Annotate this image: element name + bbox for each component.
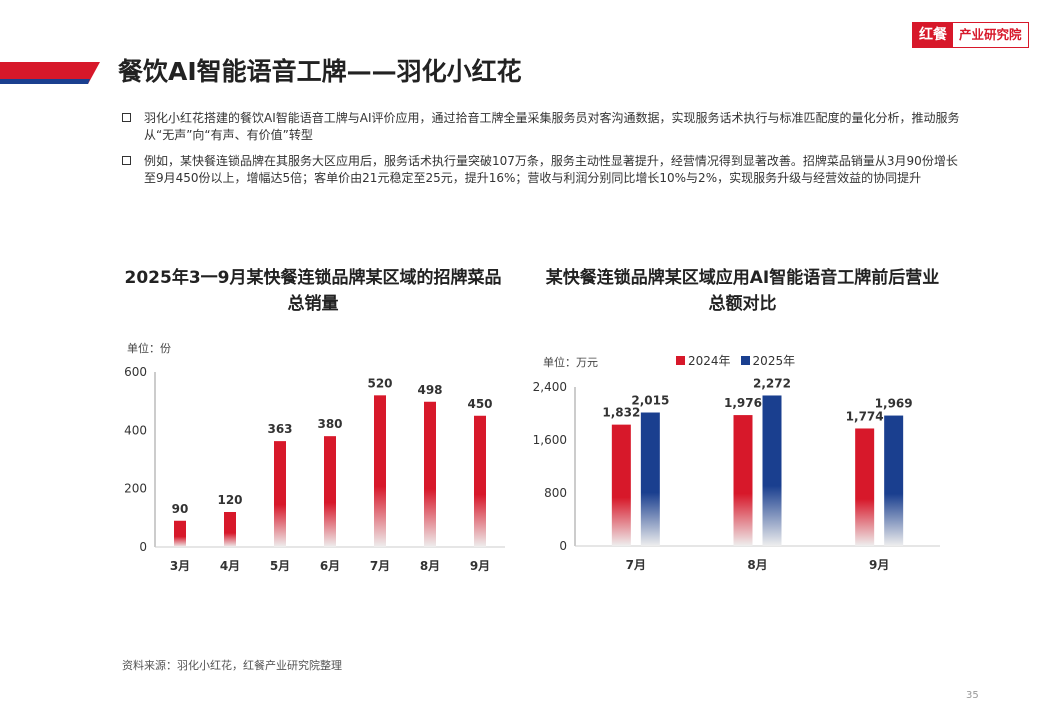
title-accent-bar	[0, 62, 100, 84]
x-tick-label: 7月	[370, 559, 390, 573]
legend-swatch	[676, 356, 685, 365]
chart2-unit: 单位：万元	[543, 356, 598, 369]
brand-logo: 红餐 产业研究院	[912, 22, 1029, 48]
bar	[474, 415, 486, 547]
bar	[324, 436, 336, 547]
x-tick-label: 9月	[869, 558, 889, 572]
x-tick-label: 4月	[220, 559, 240, 573]
logo-text: 产业研究院	[953, 23, 1028, 47]
bullet-text: 羽化小红花搭建的餐饮AI智能语音工牌与AI评价应用，通过拾音工牌全量采集服务员对…	[144, 111, 960, 142]
data-label: 380	[317, 417, 342, 431]
data-label: 1,976	[724, 396, 762, 410]
chart1-title: 2025年3一9月某快餐连锁品牌某区域的招牌菜品总销量	[124, 268, 502, 314]
y-tick-label: 800	[544, 486, 567, 500]
square-bullet-icon	[122, 156, 131, 165]
y-tick-label: 2,400	[533, 380, 567, 394]
bar	[374, 395, 386, 547]
x-tick-label: 8月	[420, 559, 440, 573]
square-bullet-icon	[122, 113, 131, 122]
data-label: 1,969	[875, 397, 913, 411]
bar	[424, 401, 436, 547]
y-tick-label: 1,600	[533, 433, 567, 447]
legend-item: 2025年	[740, 352, 796, 369]
data-label: 1,774	[846, 409, 884, 423]
bar	[733, 415, 753, 546]
legend-label: 2024年	[688, 354, 731, 368]
data-label: 90	[172, 502, 189, 516]
bar	[762, 395, 782, 546]
y-tick-label: 0	[559, 539, 567, 553]
page-number: 35	[966, 690, 979, 701]
data-label: 1,832	[602, 406, 640, 420]
bar	[855, 428, 875, 546]
bullet-item: 羽化小红花搭建的餐饮AI智能语音工牌与AI评价应用，通过拾音工牌全量采集服务员对…	[120, 110, 965, 144]
bar	[174, 520, 186, 547]
chart2-title: 某快餐连锁品牌某区域应用AI智能语音工牌前后营业总额对比	[545, 268, 940, 314]
bullet-item: 例如，某快餐连锁品牌在其服务大区应用后，服务话术执行量突破107万条，服务主动性…	[120, 153, 965, 187]
bar	[611, 424, 631, 546]
data-label: 520	[367, 376, 392, 390]
bar	[224, 512, 236, 547]
chart2-legend: 2024年 2025年	[676, 352, 795, 369]
logo-mark: 红餐	[913, 23, 953, 47]
x-tick-label: 3月	[170, 559, 190, 573]
page-title: 餐饮AI智能语音工牌——羽化小红花	[118, 57, 522, 86]
y-tick-label: 400	[124, 423, 147, 437]
bar	[640, 412, 660, 546]
data-label: 498	[417, 383, 442, 397]
legend-item: 2024年	[676, 352, 731, 369]
bar	[274, 441, 286, 547]
data-label: 2,272	[753, 376, 791, 390]
data-label: 120	[217, 493, 242, 507]
legend-label: 2025年	[752, 354, 796, 368]
data-label: 450	[467, 397, 492, 411]
y-tick-label: 0	[139, 540, 147, 554]
y-tick-label: 600	[124, 365, 147, 379]
x-tick-label: 8月	[747, 558, 767, 572]
chart1-sales-bar-chart: 0 200 400 600 90 3月 120 4月 363 5月 380 6月 520 7月 498 8月 4…	[124, 365, 505, 573]
data-label: 2,015	[631, 394, 669, 408]
x-tick-label: 6月	[320, 559, 340, 573]
x-tick-label: 5月	[270, 559, 290, 573]
y-tick-label: 200	[124, 482, 147, 496]
chart1-unit: 单位：份	[127, 342, 171, 355]
x-tick-label: 7月	[626, 558, 646, 572]
x-tick-label: 9月	[470, 559, 490, 573]
bar	[884, 415, 904, 546]
bullet-list: 羽化小红花搭建的餐饮AI智能语音工牌与AI评价应用，通过拾音工牌全量采集服务员对…	[120, 110, 965, 196]
bullet-text: 例如，某快餐连锁品牌在其服务大区应用后，服务话术执行量突破107万条，服务主动性…	[144, 154, 958, 185]
legend-swatch	[740, 356, 750, 365]
data-label: 363	[267, 422, 292, 436]
source-note: 资料来源：羽化小红花，红餐产业研究院整理	[122, 659, 342, 672]
